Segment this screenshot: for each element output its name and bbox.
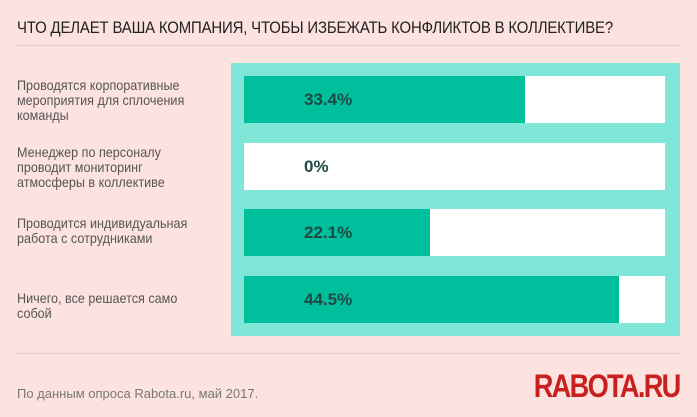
bar	[244, 76, 526, 123]
data-label: 44.5%	[304, 290, 353, 309]
category-label: Проводится индивидуальная работа с сотру…	[17, 215, 188, 246]
title-divider	[17, 45, 680, 46]
bar-track: 22.1%	[244, 209, 665, 256]
chart-title: ЧТО ДЕЛАЕТ ВАША КОМПАНИЯ, ЧТОБЫ ИЗБЕЖАТЬ…	[17, 18, 613, 37]
rabota-logo: RABOTA.RU	[534, 368, 682, 404]
bar	[244, 276, 619, 323]
category-label: Ничего, все решается само собой	[17, 290, 178, 321]
chart-panel: 33.4% 0% 22.1% 44.5%	[231, 63, 680, 336]
category-label: Проводятся корпоративные мероприятия для…	[17, 77, 185, 123]
footer-divider	[17, 353, 680, 354]
source-note: По данным опроса Rabota.ru, май 2017.	[17, 386, 259, 401]
data-label: 0%	[304, 157, 329, 176]
bar-track: 44.5%	[244, 276, 665, 323]
bar-track: 33.4%	[244, 76, 665, 123]
bar	[244, 209, 431, 256]
category-label: Менеджер по персоналу проводит мониторин…	[17, 144, 165, 190]
data-label: 33.4%	[304, 90, 353, 109]
bar-track: 0%	[244, 143, 665, 190]
data-label: 22.1%	[304, 223, 353, 242]
